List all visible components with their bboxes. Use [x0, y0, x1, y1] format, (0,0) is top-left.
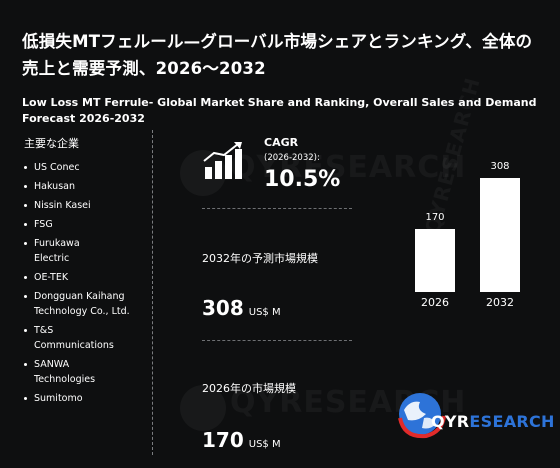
company-name: Sumitomo — [34, 393, 83, 404]
growth-chart-icon — [203, 142, 242, 179]
bullet-icon — [24, 204, 27, 207]
watermark-text: QYRESEARCH — [230, 150, 466, 185]
bullet-icon — [24, 363, 27, 366]
qyresearch-logo-icon — [398, 393, 446, 439]
bar-value-label: 308 — [490, 161, 510, 172]
bullet-icon — [24, 185, 27, 188]
bullet-icon — [24, 295, 27, 298]
brand-qyr: QYR — [431, 412, 470, 431]
bullet-icon — [24, 329, 27, 332]
cagr-value: 10.5% — [264, 167, 341, 192]
cagr-label: CAGR — [264, 136, 299, 149]
company-name: T&S Communications — [34, 325, 114, 351]
bullet-icon — [24, 276, 27, 279]
company-name: SANWA Technologies — [34, 359, 96, 385]
market-2032-number: 308 — [202, 296, 244, 320]
bullet-icon — [24, 166, 27, 169]
bar-2026 — [415, 229, 455, 292]
divider — [202, 208, 352, 209]
company-name: Hakusan — [34, 181, 75, 192]
divider — [202, 340, 352, 341]
divider — [152, 130, 153, 455]
market-2026-unit: US$ M — [248, 439, 281, 450]
companies-heading: 主要な企業 — [24, 137, 79, 150]
page-subtitle: Low Loss MT Ferrule- Global Market Share… — [22, 96, 537, 125]
bullet-icon — [24, 223, 27, 226]
bar-value-label: 170 — [425, 212, 445, 224]
company-name: Nissin Kasei — [34, 200, 91, 211]
list-item: Sumitomo — [24, 391, 144, 406]
company-name: Dongguan Kaihang Technology Co., Ltd. — [34, 291, 130, 317]
bullet-icon — [24, 397, 27, 400]
watermark-circle — [180, 385, 226, 431]
company-name: US Conec — [34, 162, 80, 173]
company-name: Furukawa Electric — [34, 238, 80, 264]
market-2026-number: 170 — [202, 428, 244, 452]
market-2032-unit: US$ M — [248, 307, 281, 318]
list-item: US Conec — [24, 160, 144, 175]
bar-2032 — [480, 178, 520, 292]
company-name: OE-TEK — [34, 272, 69, 283]
market-2032-label: 2032年の予測市場規模 — [202, 252, 318, 265]
market-2026-label: 2026年の市場規模 — [202, 382, 296, 395]
list-item: T&S Communications — [24, 323, 144, 353]
brand-logo-text: QYRESEARCH — [431, 412, 555, 431]
bar-category-label: 2026 — [421, 296, 449, 309]
page-title: 低損失MTフェルール—グローバル市場シェアとランキング、全体の売上と需要予測、2… — [22, 32, 533, 78]
list-item: Hakusan — [24, 179, 144, 194]
market-bar-chart: 170 2026 308 2032 — [400, 160, 550, 320]
list-item: SANWA Technologies — [24, 357, 144, 387]
cagr-period: (2026-2032): — [264, 153, 320, 163]
brand-research: ESEARCH — [469, 412, 555, 431]
list-item: Furukawa Electric — [24, 236, 144, 266]
list-item: Dongguan Kaihang Technology Co., Ltd. — [24, 289, 144, 319]
company-name: FSG — [34, 219, 53, 230]
list-item: Nissin Kasei — [24, 198, 144, 213]
market-2032-value: 308 US$ M — [202, 296, 281, 320]
market-2026-value: 170 US$ M — [202, 428, 281, 452]
bar-category-label: 2032 — [486, 296, 514, 309]
list-item: FSG — [24, 217, 144, 232]
bullet-icon — [24, 242, 27, 245]
list-item: OE-TEK — [24, 270, 144, 285]
company-list: US Conec Hakusan Nissin Kasei FSG Furuka… — [24, 160, 144, 410]
